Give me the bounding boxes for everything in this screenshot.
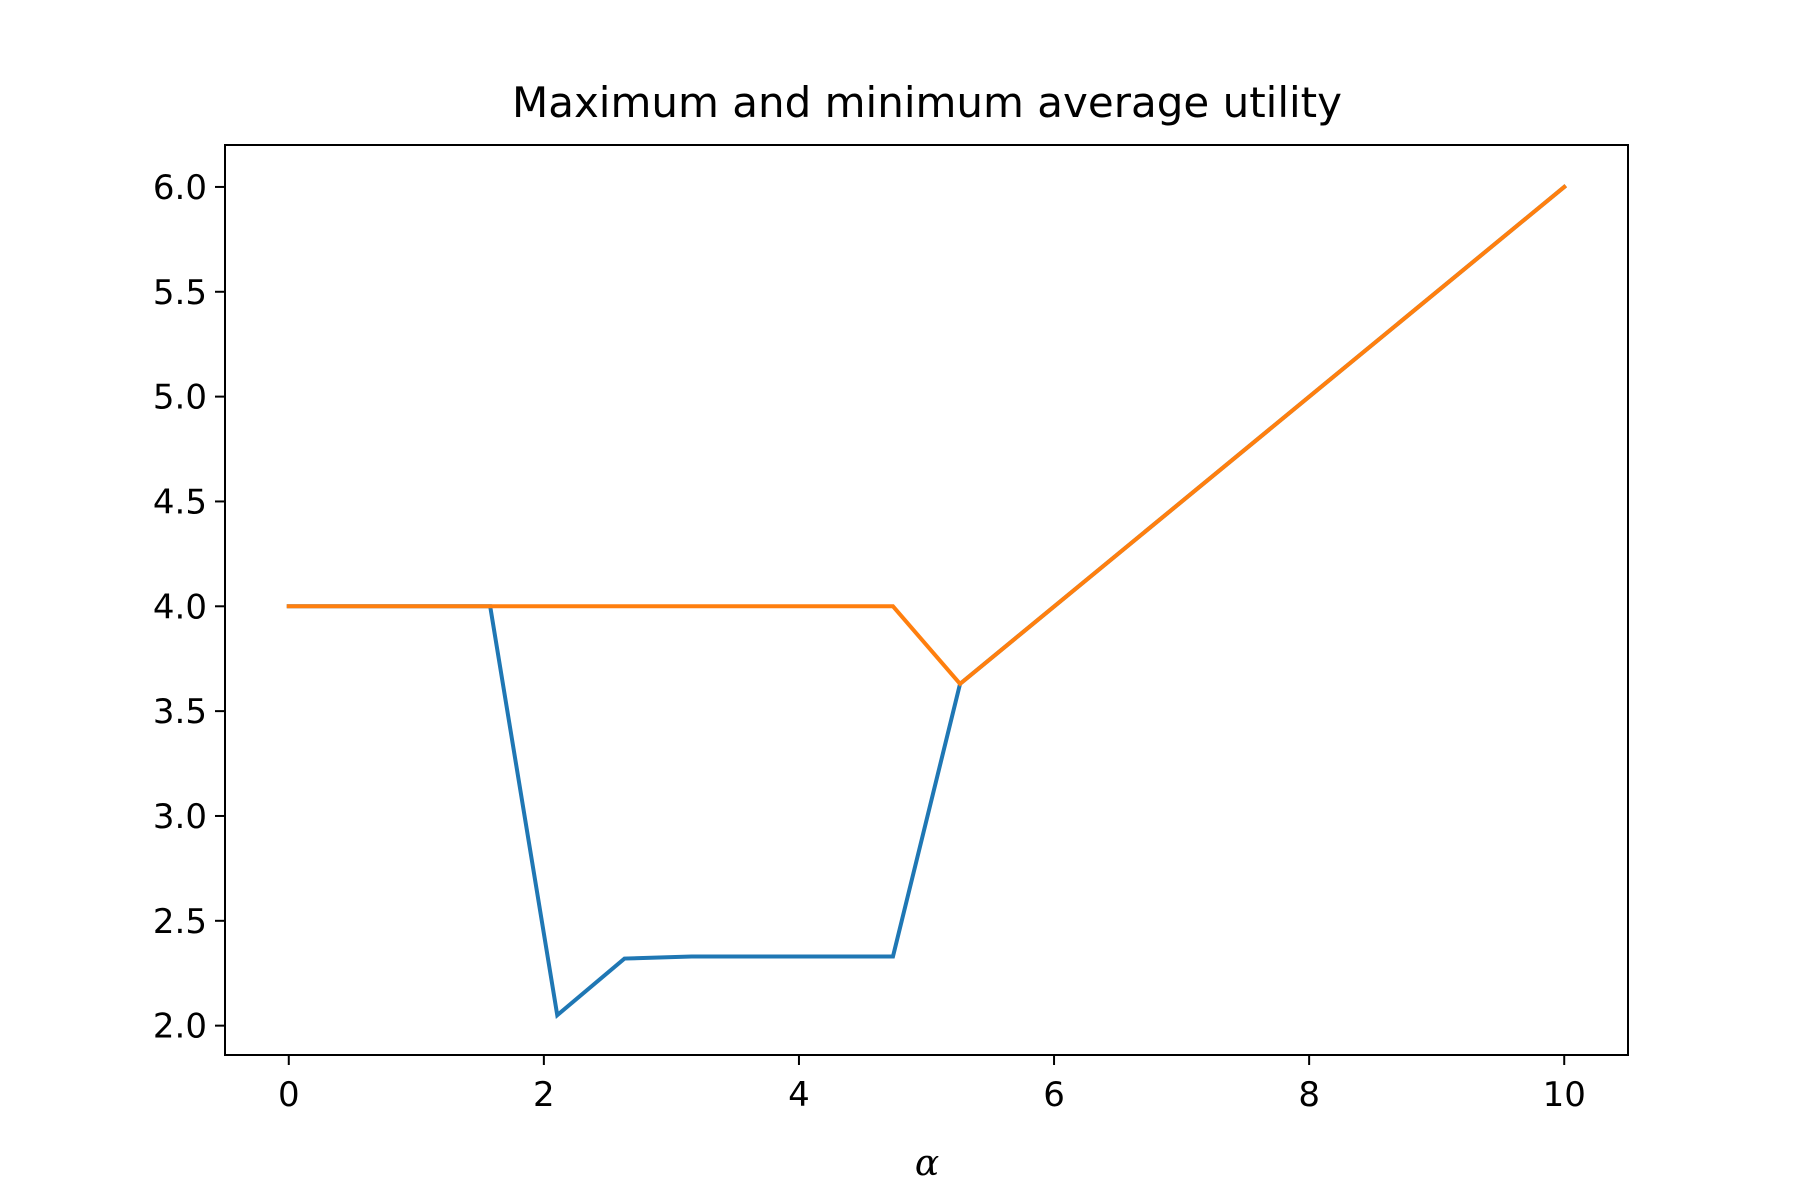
series-line-1 <box>286 184 1568 687</box>
y-tick-label: 4.0 <box>153 587 207 627</box>
plot-frame <box>224 144 1629 1056</box>
y-tick-label: 3.5 <box>153 692 207 732</box>
chart-title: Maximum and minimum average utility <box>512 78 1342 127</box>
y-tick-label: 3.0 <box>153 797 207 837</box>
x-axis-label: α <box>915 1143 939 1184</box>
x-tick-label: 2 <box>533 1075 555 1115</box>
x-tick-label: 6 <box>1043 1075 1065 1115</box>
plot-area: 0 2 4 6 8 10 2.0 2.5 3.0 3.5 4.0 4.5 5.0 5.5 6.0 <box>153 144 1629 1115</box>
y-tick-label: 2.5 <box>153 902 207 942</box>
y-tick-label: 5.0 <box>153 378 207 418</box>
y-tick-label: 2.0 <box>153 1007 207 1047</box>
x-tick-label: 10 <box>1543 1075 1586 1115</box>
x-tick-label: 0 <box>278 1075 300 1115</box>
x-tick-label: 8 <box>1298 1075 1320 1115</box>
y-tick-label: 4.5 <box>153 482 207 522</box>
x-tick-label: 4 <box>788 1075 810 1115</box>
series-line-0 <box>286 184 1568 1019</box>
y-tick-label: 5.5 <box>153 273 207 313</box>
y-tick-label: 6.0 <box>153 168 207 208</box>
